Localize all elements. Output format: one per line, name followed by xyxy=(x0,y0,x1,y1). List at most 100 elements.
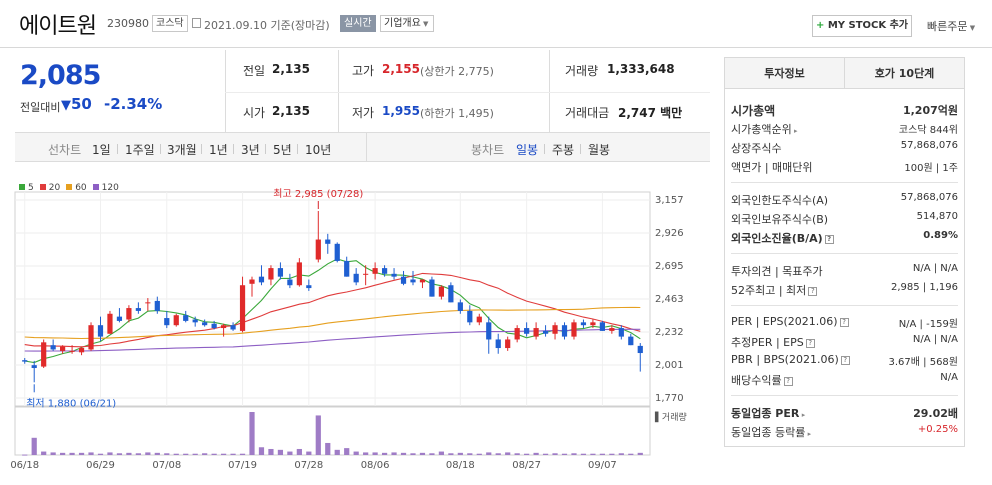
candle-daily[interactable]: 일봉 xyxy=(516,143,539,157)
y-tick-label: 1,770 xyxy=(655,393,684,404)
ma-line-20 xyxy=(24,272,641,348)
divider xyxy=(201,144,202,154)
candle-body xyxy=(381,268,388,274)
company-info-dropdown[interactable]: 기업개요 ▼ xyxy=(380,15,434,32)
volume-bar xyxy=(249,412,255,455)
y-tick-label: 2,926 xyxy=(655,228,684,239)
foreign-ratio-value: 0.89% xyxy=(923,230,958,241)
foreign-hold-value: 514,870 xyxy=(916,211,958,222)
divider xyxy=(731,182,958,183)
legend-ma5-label: 5 xyxy=(28,183,34,193)
period-5y[interactable]: 5년 xyxy=(273,143,292,157)
stock-chart[interactable]: 3,157 2,926 2,695 2,463 2,232 2,001 1,770 06/18… xyxy=(0,180,710,485)
period-10y[interactable]: 10년 xyxy=(305,143,332,157)
week52-label-text: 52주최고 | 최저 xyxy=(731,284,807,297)
calendar-icon xyxy=(192,18,201,28)
dividend-row: 배당수익률? N/A xyxy=(731,372,958,390)
my-stock-add-button[interactable]: + MY STOCK 추가 xyxy=(812,15,912,37)
tab-order-book[interactable]: 호가 10단계 xyxy=(845,58,964,89)
candle-body xyxy=(268,268,274,280)
quick-order-label: 빠른주문 xyxy=(927,20,968,33)
help-icon[interactable]: ? xyxy=(805,339,815,348)
sector-per-row: 동일업종 PER ▸ 29.02배 xyxy=(731,405,958,423)
help-icon[interactable]: ? xyxy=(840,356,850,365)
sector-change-row: 동일업종 등락률 ▸ +0.25% xyxy=(731,424,958,442)
candle-weekly[interactable]: 주봉 xyxy=(552,143,575,157)
legend-ma120: 120 xyxy=(92,183,119,193)
legend-ma60-label: 60 xyxy=(75,183,87,193)
help-icon[interactable]: ? xyxy=(808,287,818,296)
candle-monthly[interactable]: 월봉 xyxy=(588,143,611,157)
volume-bar xyxy=(145,452,151,455)
legend-ma20: 20 xyxy=(39,183,60,193)
volume-bar xyxy=(135,453,141,455)
realtime-button[interactable]: 실시간 xyxy=(340,15,376,32)
divider xyxy=(117,144,118,154)
chevron-right-icon: ▸ xyxy=(805,430,812,438)
candle-body xyxy=(88,325,94,350)
period-1y[interactable]: 1년 xyxy=(209,143,228,157)
volume-bar xyxy=(60,452,66,455)
candle-body xyxy=(173,315,179,326)
sector-change-label: 동일업종 등락률 ▸ xyxy=(731,424,811,440)
eper-label-text: 추정PER | EPS xyxy=(731,336,804,349)
help-icon[interactable]: ? xyxy=(839,318,849,327)
min-label: 최저 1,880 (06/21) xyxy=(26,397,116,409)
volume-bar xyxy=(363,452,369,455)
header-divider xyxy=(0,47,992,48)
volume-bar xyxy=(258,447,265,455)
dividend-value: N/A xyxy=(940,372,958,383)
candle-body xyxy=(514,328,520,340)
volume-bar xyxy=(628,453,634,455)
chevron-down-icon: ▼ xyxy=(420,20,429,28)
company-info-label: 기업개요 xyxy=(384,18,421,29)
candle-body xyxy=(287,279,293,286)
help-icon[interactable]: ? xyxy=(824,235,834,244)
investment-panel: 투자정보 호가 10단계 시가총액 1,207억원 시가총액순위 ▸ 코스닥 8… xyxy=(724,57,965,447)
pbr-row: PBR | BPS(2021.06)? 3.67배 | 568원 xyxy=(731,353,958,371)
candle-body xyxy=(561,325,568,337)
pbr-label-text: PBR | BPS(2021.06) xyxy=(731,353,839,366)
candle-body xyxy=(296,262,302,286)
volume-value: 1,333,648 xyxy=(607,62,675,76)
face-value: 100원 | 1주 xyxy=(904,163,958,174)
volume-label: ▌거래량 xyxy=(654,411,687,423)
open-label: 시가 xyxy=(243,106,266,120)
candle-body xyxy=(467,310,473,323)
volume-bar xyxy=(542,453,549,455)
candle-body xyxy=(438,286,445,297)
candle-body xyxy=(618,328,624,337)
eper-value: N/A | N/A xyxy=(912,334,958,345)
volume-bar xyxy=(381,452,388,455)
period-1d[interactable]: 1일 xyxy=(92,143,111,157)
opinion-row: 투자의견 | 목표주가 N/A | N/A xyxy=(731,263,958,281)
volume-bar xyxy=(277,449,284,455)
volume-bar xyxy=(306,451,312,455)
candle-body xyxy=(486,322,492,340)
period-3y[interactable]: 3년 xyxy=(241,143,260,157)
volume-bar xyxy=(580,453,587,455)
candle-body xyxy=(580,322,587,326)
amount-label: 거래대금 xyxy=(565,106,610,120)
x-tick-label: 07/28 xyxy=(294,460,323,471)
period-3m[interactable]: 3개월 xyxy=(167,143,197,157)
candle-body xyxy=(344,260,350,277)
face-label: 액면가 | 매매단위 xyxy=(731,161,813,174)
volume-bar xyxy=(69,452,75,455)
volume-bar xyxy=(164,453,170,455)
volume-bar xyxy=(637,452,643,455)
high-label: 고가 xyxy=(352,64,375,78)
y-tick-label: 2,001 xyxy=(655,360,684,371)
week52-value: 2,985 | 1,196 xyxy=(891,282,958,293)
period-1w[interactable]: 1주일 xyxy=(125,143,155,157)
volume-bar xyxy=(31,437,37,455)
candle-body xyxy=(97,325,104,337)
volume-bar xyxy=(211,453,217,455)
y-tick-label: 3,157 xyxy=(655,195,684,206)
volume-bar xyxy=(41,451,47,455)
help-icon[interactable]: ? xyxy=(783,377,793,386)
tab-investment-info[interactable]: 투자정보 xyxy=(725,58,845,89)
x-tick-label: 07/19 xyxy=(228,460,257,471)
volume-bar xyxy=(154,452,160,455)
quick-order-button[interactable]: 빠른주문 ▼ xyxy=(927,18,975,34)
